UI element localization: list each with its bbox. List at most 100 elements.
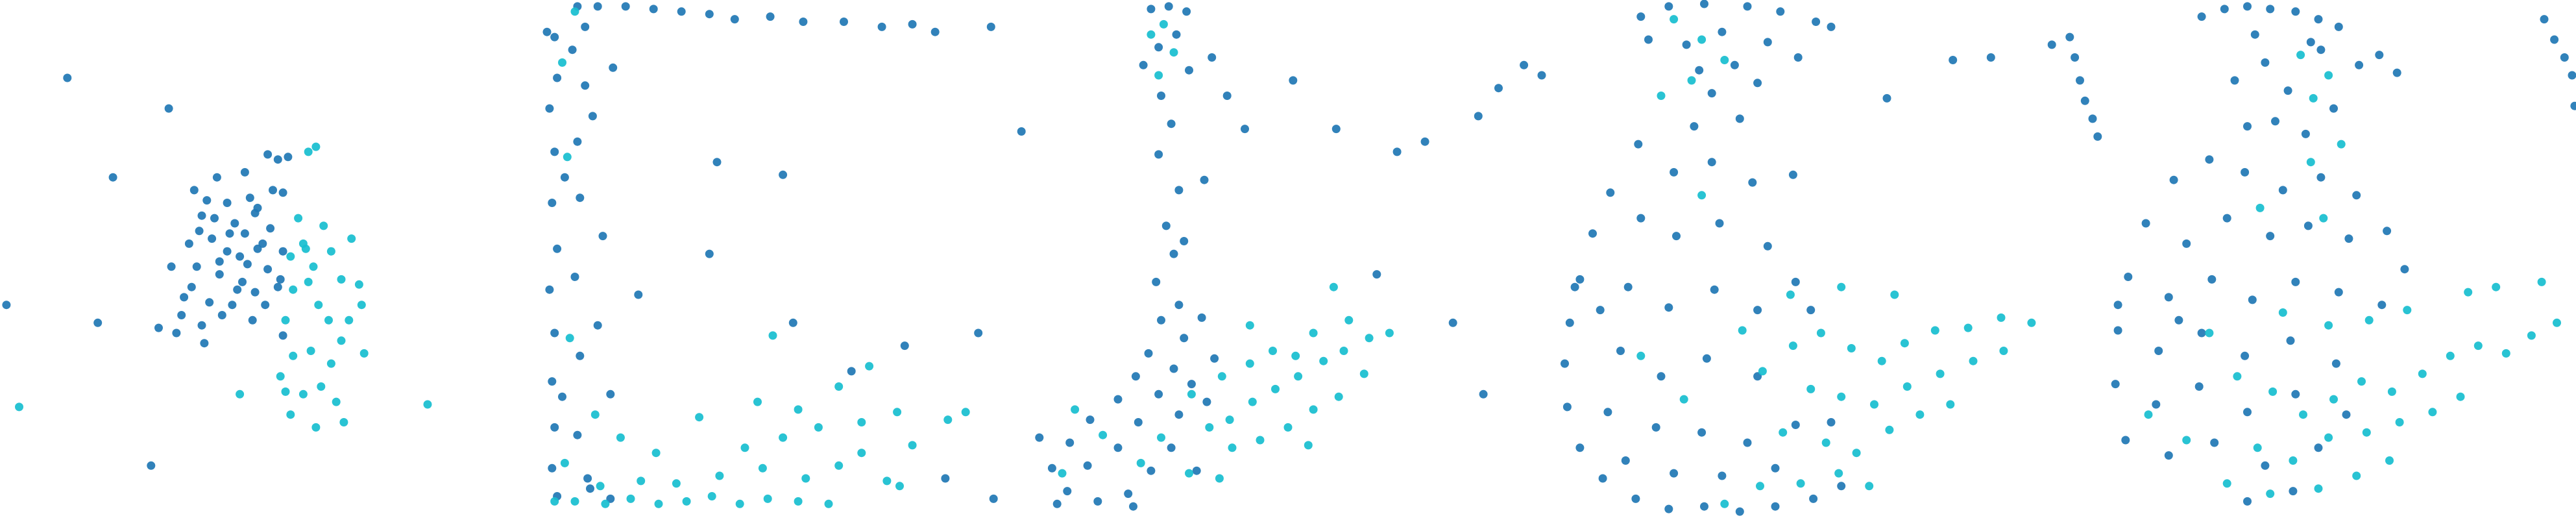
scatter-point — [2248, 295, 2257, 304]
scatter-point — [192, 262, 201, 271]
scatter-point — [278, 188, 287, 197]
scatter-point — [2296, 51, 2305, 60]
scatter-point — [682, 497, 691, 506]
scatter-point — [304, 277, 313, 286]
scatter-point — [941, 474, 950, 483]
scatter-point — [1159, 19, 1168, 29]
scatter-point — [550, 423, 559, 432]
scatter-point — [2124, 273, 2133, 281]
scatter-point — [1319, 356, 1328, 365]
scatter-point — [2113, 301, 2122, 310]
scatter-point — [1245, 321, 1254, 330]
scatter-point — [1052, 499, 1062, 508]
scatter-point — [563, 153, 572, 162]
scatter-point — [319, 221, 328, 230]
scatter-point — [2301, 129, 2310, 138]
scatter-point — [576, 351, 585, 360]
scatter-point — [1174, 301, 1184, 310]
scatter-point — [289, 351, 298, 360]
scatter-point — [1329, 282, 1338, 291]
scatter-point — [1561, 359, 1569, 368]
scatter-point — [857, 449, 866, 458]
scatter-point — [1679, 395, 1688, 404]
scatter-point — [2047, 40, 2056, 49]
scatter-point — [1167, 443, 1176, 452]
scatter-point — [215, 257, 224, 266]
scatter-point — [1157, 315, 1165, 325]
scatter-point — [1157, 92, 1165, 100]
scatter-point — [2306, 158, 2315, 167]
scatter-point — [847, 367, 856, 376]
scatter-point — [1494, 84, 1503, 93]
scatter-point — [1672, 232, 1681, 241]
scatter-point — [1812, 18, 1821, 26]
scatter-point — [1180, 237, 1189, 245]
scatter-point — [2570, 101, 2576, 110]
scatter-point — [1113, 443, 1123, 452]
scatter-point — [581, 81, 590, 90]
scatter-point — [763, 494, 772, 503]
scatter-point — [553, 73, 562, 82]
scatter-point — [598, 232, 607, 241]
scatter-point — [814, 423, 823, 432]
scatter-point — [1200, 175, 1209, 184]
scatter-point — [1182, 7, 1191, 16]
scatter-point — [1217, 372, 1226, 381]
scatter-point — [2174, 315, 2183, 325]
scatter-point — [553, 244, 562, 253]
scatter-point — [2550, 35, 2559, 44]
scatter-point — [1890, 290, 1899, 299]
scatter-point — [1161, 221, 1171, 230]
scatter-point — [1865, 482, 1874, 491]
scatter-point — [2113, 326, 2122, 335]
scatter-point — [1154, 150, 1163, 159]
scatter-point — [309, 262, 318, 271]
scatter-point — [2093, 132, 2102, 141]
scatter-point — [2329, 104, 2338, 113]
scatter-point — [2334, 288, 2343, 297]
scatter-point — [108, 173, 117, 182]
scatter-point — [1071, 405, 1080, 414]
scatter-point — [590, 410, 600, 419]
scatter-point — [324, 315, 333, 325]
scatter-point — [2230, 76, 2239, 85]
scatter-point — [1670, 167, 1679, 177]
scatter-point — [1636, 214, 1646, 223]
scatter-point — [261, 301, 270, 310]
scatter-point — [637, 476, 646, 486]
scatter-point — [1147, 30, 1156, 39]
scatter-point — [1180, 334, 1189, 343]
scatter-point — [1885, 425, 1894, 434]
scatter-point — [1154, 71, 1163, 80]
scatter-point — [1877, 356, 1886, 365]
scatter-point — [276, 372, 285, 381]
scatter-point — [596, 482, 605, 491]
scatter-point — [2243, 2, 2252, 11]
scatter-point — [1806, 306, 1816, 315]
scatter-point — [1129, 502, 1137, 511]
scatter-point — [766, 12, 775, 21]
scatter-point — [735, 499, 744, 508]
scatter-point — [2314, 443, 2323, 452]
scatter-point — [1245, 359, 1254, 368]
scatter-point — [187, 282, 196, 291]
scatter-point — [606, 389, 615, 399]
scatter-point — [581, 22, 590, 31]
scatter-panel-5 — [2065, 2, 2576, 506]
scatter-point — [779, 170, 788, 179]
scatter-point — [63, 73, 72, 82]
scatter-point — [2553, 318, 2561, 327]
scatter-point — [1806, 384, 1816, 393]
scatter-point — [2337, 140, 2346, 149]
scatter-point — [705, 10, 714, 19]
scatter-point — [1169, 249, 1178, 258]
scatter-point — [1758, 367, 1767, 376]
scatter-point — [147, 461, 156, 470]
scatter-point — [200, 339, 209, 348]
scatter-point — [560, 173, 569, 182]
scatter-point — [1596, 306, 1605, 315]
scatter-point — [1779, 428, 1788, 437]
scatter-point — [794, 405, 803, 414]
scatter-point — [298, 389, 308, 399]
scatter-point — [2289, 487, 2298, 496]
